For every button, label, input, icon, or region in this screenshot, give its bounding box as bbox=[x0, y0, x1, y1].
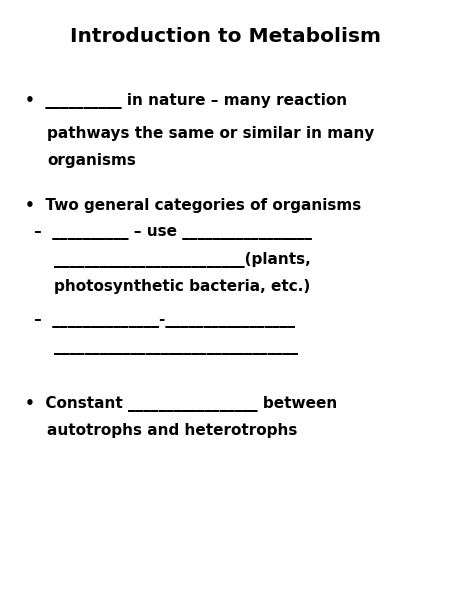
Text: autotrophs and heterotrophs: autotrophs and heterotrophs bbox=[47, 423, 297, 438]
Text: pathways the same or similar in many: pathways the same or similar in many bbox=[47, 126, 374, 141]
Text: –  ______________-_________________: – ______________-_________________ bbox=[34, 313, 295, 328]
Text: organisms: organisms bbox=[47, 153, 136, 168]
Text: photosynthetic bacteria, etc.): photosynthetic bacteria, etc.) bbox=[54, 279, 310, 294]
Text: •  Two general categories of organisms: • Two general categories of organisms bbox=[25, 198, 361, 213]
Text: –  __________ – use _________________: – __________ – use _________________ bbox=[34, 225, 311, 240]
Text: _________________________(plants,: _________________________(plants, bbox=[54, 252, 311, 268]
Text: Introduction to Metabolism: Introduction to Metabolism bbox=[69, 27, 381, 46]
Text: ________________________________: ________________________________ bbox=[54, 340, 298, 355]
Text: •  Constant _________________ between: • Constant _________________ between bbox=[25, 396, 337, 412]
Text: •  __________ in nature – many reaction: • __________ in nature – many reaction bbox=[25, 93, 347, 109]
